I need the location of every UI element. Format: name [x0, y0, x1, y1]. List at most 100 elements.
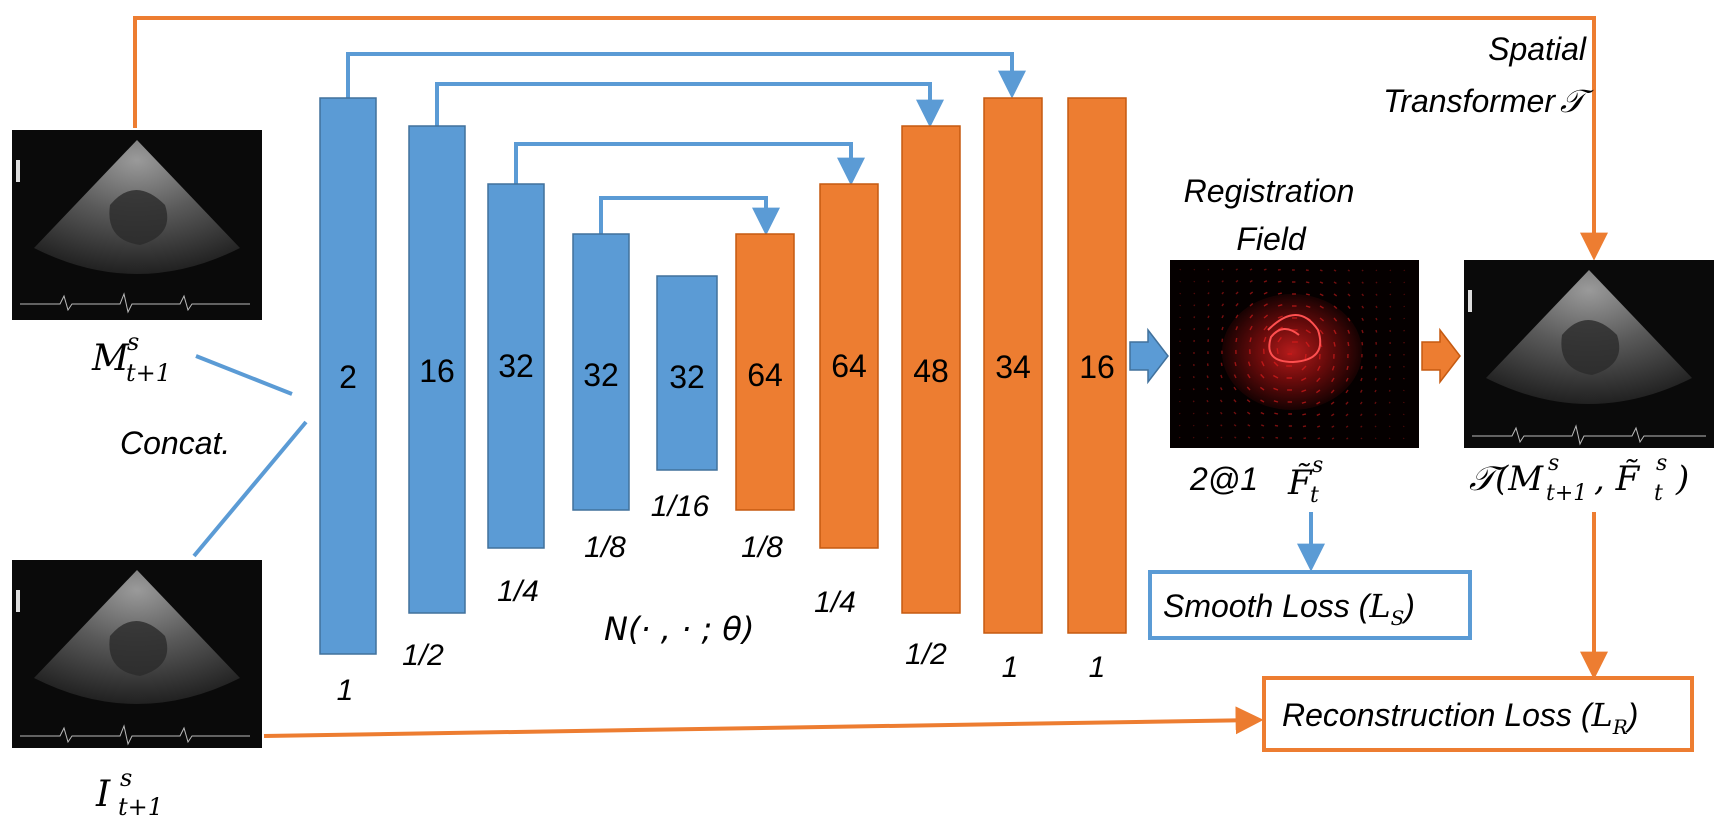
field-vector	[1247, 436, 1251, 439]
field-vector	[1375, 269, 1378, 272]
field-vector	[1246, 386, 1251, 391]
svg-text:t+1: t+1	[118, 793, 163, 821]
field-vector	[1388, 425, 1391, 428]
encoder-block-5: 32 1/16	[651, 275, 718, 523]
field-vector	[1402, 437, 1405, 440]
decoder-block-5: 16 1	[1067, 97, 1127, 684]
field-vector	[1333, 293, 1338, 297]
field-vector	[1304, 353, 1307, 360]
field-vector	[1375, 293, 1378, 296]
skip-connection-1	[346, 52, 1026, 99]
registration-title-line2: Field	[1236, 221, 1307, 257]
field-vector	[1347, 329, 1351, 334]
recon-loss-box: Reconstruction Loss (LR)	[1262, 676, 1694, 752]
field-vector	[1319, 329, 1324, 335]
svg-text:s: s	[1656, 451, 1667, 476]
field-vector	[1388, 401, 1391, 404]
field-vector	[1316, 377, 1321, 383]
field-vector	[1347, 317, 1351, 322]
svg-text:Reconstruction Loss (LR): Reconstruction Loss (LR)	[1282, 696, 1638, 739]
field-vector	[1179, 268, 1182, 271]
field-vector	[1235, 279, 1239, 283]
field-vector	[1346, 365, 1349, 371]
encoder-block-4-channels: 32	[583, 357, 619, 393]
warped-image	[1464, 260, 1714, 448]
field-vector	[1277, 280, 1282, 283]
smooth-loss-symbol: L	[1368, 587, 1390, 625]
smooth-loss-label: Smooth Loss (	[1163, 588, 1373, 624]
encoder-block-2-channels: 16	[419, 353, 455, 389]
field-vector	[1263, 303, 1268, 307]
field-vector	[1374, 425, 1377, 428]
svg-text:s: s	[1312, 453, 1323, 478]
field-vector	[1192, 424, 1195, 427]
moving-image-label: M s t+1	[91, 328, 171, 387]
field-vector	[1220, 424, 1223, 427]
field-vector	[1274, 412, 1279, 415]
field-vector	[1193, 292, 1196, 295]
field-vector	[1388, 437, 1391, 440]
field-vector	[1319, 305, 1324, 309]
field-vector	[1192, 388, 1195, 391]
recon-loss-symbol: L	[1590, 696, 1612, 734]
field-vector	[1263, 268, 1267, 271]
field-vector	[1206, 412, 1209, 415]
field-vector	[1249, 325, 1253, 331]
field-vector	[1274, 424, 1279, 427]
field-vector	[1316, 425, 1321, 428]
field-vector	[1263, 325, 1268, 331]
field-vector	[1263, 336, 1267, 343]
skip-connection-3	[514, 142, 865, 186]
field-vector	[1361, 305, 1365, 309]
svg-text:, F̃: , F̃	[1594, 459, 1641, 499]
field-vector	[1331, 377, 1335, 383]
svg-text:s: s	[127, 328, 139, 356]
svg-text:t+1: t+1	[1546, 481, 1587, 506]
transformer-title-line1: Spatial	[1488, 31, 1587, 67]
concat-label: Concat.	[120, 425, 230, 461]
field-vector	[1402, 413, 1405, 416]
field-vector	[1375, 329, 1378, 333]
field-vector	[1374, 437, 1377, 440]
field-vector	[1273, 400, 1279, 403]
field-vector	[1360, 377, 1363, 382]
field-vector	[1221, 314, 1224, 319]
field-vector	[1249, 337, 1252, 343]
field-vector	[1403, 281, 1406, 284]
field-vector	[1260, 411, 1265, 415]
field-vector	[1273, 361, 1279, 367]
decoder-block-3: 48 1/2	[901, 125, 961, 671]
field-vector	[1347, 269, 1351, 272]
field-vector	[1319, 317, 1325, 322]
field-vector	[1249, 314, 1254, 319]
decoder-block-1: 64 1/8	[735, 233, 795, 564]
field-vector	[1207, 303, 1210, 307]
field-vector	[1315, 389, 1321, 394]
decoder-block-3-scale: 1/2	[905, 638, 947, 671]
field-vector	[1234, 436, 1237, 439]
registration-title-line1: Registration	[1184, 173, 1355, 209]
field-vector	[1260, 373, 1265, 379]
field-vector	[1345, 413, 1349, 417]
decoder-block-5-channels: 16	[1079, 349, 1115, 385]
encoder-block-5-scale: 1/16	[651, 490, 710, 523]
field-vector	[1317, 365, 1321, 371]
field-vector	[1389, 293, 1392, 296]
field-vector	[1233, 374, 1237, 379]
decoder-block-2-scale: 1/4	[814, 586, 856, 619]
field-vector	[1345, 377, 1349, 382]
field-vector	[1360, 365, 1363, 370]
skip-connection-2	[435, 82, 944, 128]
encoder-block-1-channels: 2	[339, 359, 357, 395]
encoder-block-4: 32 1/8	[572, 233, 630, 564]
field-vector	[1193, 316, 1196, 319]
field-vector	[1249, 268, 1253, 271]
field-vector	[1233, 399, 1237, 403]
field-vector	[1347, 305, 1351, 309]
field-vector	[1361, 269, 1364, 272]
field-vector	[1301, 365, 1307, 371]
fixed-image	[12, 560, 262, 748]
field-vector	[1361, 317, 1364, 322]
field-vector	[1361, 281, 1364, 284]
